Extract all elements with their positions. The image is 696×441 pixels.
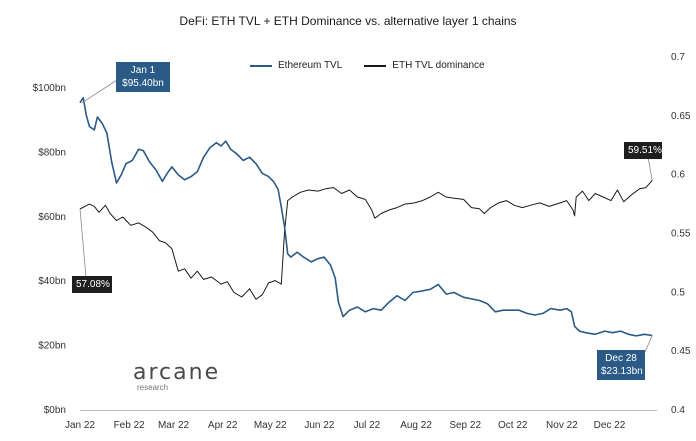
x-tick-label: Oct 22: [498, 420, 528, 431]
annotation-dom-end: 59.51%: [624, 142, 662, 159]
y-left-tick-label: $80bn: [38, 147, 66, 158]
annotation-leader-tvl-end: [644, 335, 653, 353]
x-tick-label: Sep 22: [449, 420, 481, 431]
legend-item-eth-dominance: ETH TVL dominance: [364, 60, 485, 71]
logo-wordmark: arcane: [133, 360, 221, 385]
legend-label-eth-dominance: ETH TVL dominance: [392, 60, 485, 71]
x-tick-label: Jun 22: [304, 420, 334, 431]
x-tick-label: Nov 22: [546, 420, 578, 431]
y-right-tick-label: 0.45: [671, 346, 691, 357]
x-tick-label: Feb 22: [114, 420, 146, 431]
y-left-tick-label: $100bn: [33, 83, 66, 94]
annotation-tvl-start-date: Jan 1: [130, 65, 156, 76]
x-tick-label: Jul 22: [354, 420, 381, 431]
annotation-leader-tvl-start: [81, 79, 118, 104]
legend-item-eth-tvl: Ethereum TVL: [250, 60, 342, 71]
y-left-tick-label: $20bn: [38, 341, 66, 352]
annotation-dom-start-value: 57.08%: [76, 279, 110, 290]
annotation-tvl-start: Jan 1 $95.40bn: [116, 62, 170, 92]
y-right-tick-label: 0.6: [671, 170, 685, 181]
x-tick-label: Dec 22: [594, 420, 626, 431]
annotation-tvl-end-value: $23.13bn: [601, 366, 643, 377]
annotation-dom-start: 57.08%: [72, 276, 112, 293]
x-tick-label: Jan 22: [65, 420, 95, 431]
annotation-dom-end-value: 59.51%: [628, 145, 662, 156]
x-tick-label: Apr 22: [208, 420, 238, 431]
x-tick-label: Mar 22: [158, 420, 190, 431]
arcane-logo: arcane research: [133, 360, 220, 392]
annotation-tvl-end: Dec 28 $23.13bn: [597, 350, 645, 380]
series-line-eth-tvl: [79, 96, 653, 337]
y-right-tick-label: 0.7: [671, 52, 685, 63]
y-left-tick-label: $40bn: [38, 276, 66, 287]
annotation-leader-dom-start: [79, 208, 87, 278]
y-right-tick-label: 0.4: [671, 405, 685, 416]
series-line-eth-dominance: [79, 180, 653, 300]
y-left-tick-label: $0bn: [44, 405, 66, 416]
legend-label-eth-tvl: Ethereum TVL: [278, 60, 343, 71]
annotation-tvl-start-value: $95.40bn: [122, 78, 164, 89]
legend: Ethereum TVL ETH TVL dominance: [250, 60, 485, 71]
annotation-leader-dom-end: [647, 156, 653, 181]
annotation-tvl-end-date: Dec 28: [605, 353, 637, 364]
y-right-tick-label: 0.5: [671, 287, 685, 298]
legend-swatch-eth-tvl: [250, 64, 272, 67]
x-tick-label: Aug 22: [400, 420, 432, 431]
y-right-tick-label: 0.65: [671, 111, 691, 122]
x-tick-label: May 22: [254, 420, 287, 431]
y-right-tick-label: 0.55: [671, 229, 691, 240]
logo-subtitle: research: [137, 383, 169, 392]
chart-title: DeFi: ETH TVL + ETH Dominance vs. altern…: [179, 14, 517, 28]
legend-swatch-eth-dominance: [364, 64, 387, 67]
y-left-tick-label: $60bn: [38, 212, 66, 223]
